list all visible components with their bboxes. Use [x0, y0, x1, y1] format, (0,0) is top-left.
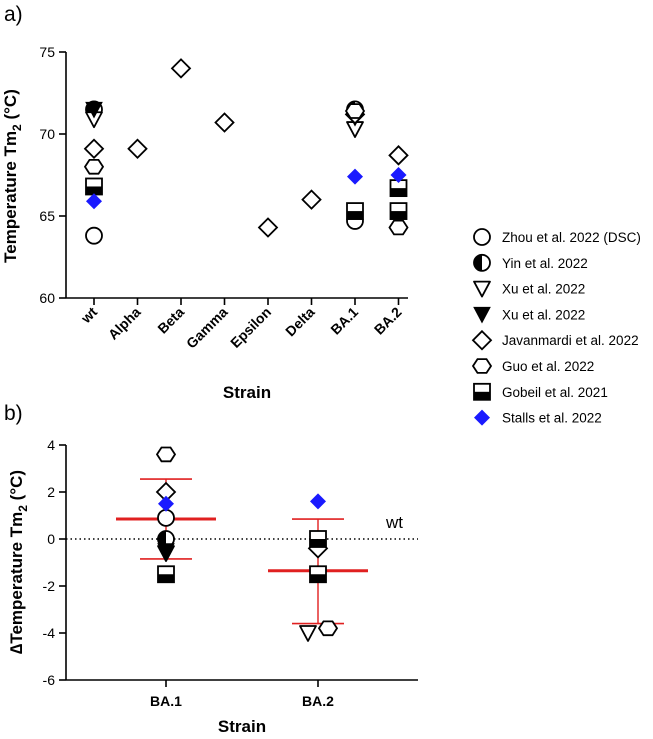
panel-b-point-xu-et-al-2022-triangle-open — [299, 625, 317, 642]
panel-a-point-guo-et-al-2022-hexagon — [344, 103, 366, 119]
panel-a-xtick-label: Epsilon — [227, 304, 274, 351]
legend-marker-triangle-open — [473, 280, 491, 298]
panel-a-point-javanmardi-et-al-2022-diamond — [301, 189, 322, 210]
panel-a-ytick-label: 65 — [39, 208, 55, 224]
legend-marker-triangle-filled — [473, 306, 491, 324]
panel-b-marks: -6 -4 -2 0 2 4 BA.1 BA.2 — [43, 437, 418, 709]
panel-a-ytick-label: 75 — [39, 44, 55, 60]
legend: Zhou et al. 2022 (DSC) Yin et al. 2022 Xu … — [471, 228, 641, 426]
panel-a-xtick-label: BA.2 — [371, 304, 405, 338]
panel-a-point-guo-et-al-2022-hexagon — [83, 159, 105, 175]
panel-b-ytick-label: 2 — [47, 484, 55, 500]
panel-a-y-title: Temperature Tm2 (°C) — [1, 89, 24, 263]
legend-label: Xu et al. 2022 — [502, 282, 585, 297]
panel-b-point-gobeil-et-al-2021-half-square — [309, 530, 327, 548]
panel-b-point-stalls-et-al-2022-diamond-blue — [310, 493, 326, 510]
panel-b-point-xu-et-al-2022-triangle-filled — [157, 543, 175, 560]
legend-label: Yin et al. 2022 — [502, 256, 588, 271]
legend-label: Zhou et al. 2022 (DSC) — [502, 230, 641, 245]
panel-b-label: b) — [4, 402, 23, 425]
legend-marker-hexagon — [471, 358, 493, 374]
panel-a-point-javanmardi-et-al-2022-diamond — [170, 58, 192, 79]
panel-a-xtick-label: Gamma — [183, 304, 231, 352]
panel-b-point-stalls-et-al-2022-diamond-blue — [158, 495, 174, 512]
panel-a-point-javanmardi-et-al-2022-diamond — [83, 138, 105, 160]
panel-b-y-title-sub: 2 — [16, 505, 30, 512]
panel-a-label: a) — [4, 3, 23, 26]
panel-a-point-gobeil-et-al-2021-half-square — [85, 177, 103, 196]
panel-b-point-guo-et-al-2022-hexagon — [155, 446, 177, 463]
legend-marker-diamond-blue — [474, 409, 490, 426]
legend-marker-half-circle — [473, 253, 491, 272]
panel-a-point-javanmardi-et-al-2022-diamond — [214, 112, 235, 133]
legend-label: Gobeil et al. 2021 — [502, 385, 608, 400]
legend-marker-half-square — [473, 382, 491, 401]
panel-a-y-title-main: Temperature Tm — [1, 131, 20, 263]
panel-b-axes — [65, 445, 418, 681]
legend-item-gobeil-et-al-2021-half-square: Gobeil et al. 2021 — [473, 382, 608, 401]
panel-a-xtick-label: Delta — [282, 304, 318, 340]
panel-a-point-javanmardi-et-al-2022-diamond — [257, 217, 279, 238]
panel-b-y-title-main: ∆Temperature Tm — [7, 512, 26, 654]
legend-item-yin-et-al-2022-half-circle: Yin et al. 2022 — [473, 253, 588, 272]
legend-item-stalls-et-al-2022-diamond-blue: Stalls et al. 2022 — [474, 409, 602, 426]
panel-a-point-stalls-et-al-2022-diamond-blue — [390, 167, 407, 183]
panel-b-ytick-label: -4 — [43, 625, 56, 641]
panel-a-point-zhou-et-al-2022-dsc-circle — [85, 226, 103, 245]
legend-label: Xu et al. 2022 — [502, 307, 585, 322]
panel-a-xtick-label: Beta — [154, 304, 187, 337]
legend-marker-circle — [473, 228, 491, 246]
panel-b-ytick-label: 0 — [47, 531, 55, 547]
legend-item-guo-et-al-2022-hexagon: Guo et al. 2022 — [471, 358, 594, 374]
panel-a-xtick-label: Alpha — [105, 304, 144, 343]
legend-label: Javanmardi et al. 2022 — [502, 333, 639, 348]
panel-a-point-guo-et-al-2022-hexagon — [388, 219, 409, 236]
panel-a-ytick-label: 70 — [39, 126, 55, 142]
panel-a-point-stalls-et-al-2022-diamond-blue — [86, 193, 102, 210]
legend-item-javanmardi-et-al-2022-diamond: Javanmardi et al. 2022 — [471, 329, 639, 351]
panel-a-point-stalls-et-al-2022-diamond-blue — [347, 168, 363, 185]
summary-bars — [116, 478, 368, 625]
legend-item-zhou-et-al-2022-dsc-circle: Zhou et al. 2022 (DSC) — [473, 228, 641, 246]
panel-b-point-guo-et-al-2022-hexagon — [317, 620, 339, 637]
panel-b-ytick-label: -2 — [43, 578, 56, 594]
legend-label: Stalls et al. 2022 — [502, 411, 602, 426]
panel-b-y-title-unit: (°C) — [7, 470, 26, 505]
panel-b-ytick-label: -6 — [43, 672, 56, 688]
panel-a-point-javanmardi-et-al-2022-diamond — [127, 138, 148, 160]
panel-a-y-title-unit: (°C) — [1, 89, 20, 124]
panel-a-xtick-label: wt — [77, 304, 100, 327]
panel-a-point-gobeil-et-al-2021-half-square — [346, 202, 364, 220]
panel-a-ytick-label: 60 — [39, 290, 55, 306]
legend-item-xu-et-al-2022-triangle-filled: Xu et al. 2022 — [473, 306, 585, 324]
panel-a-y-title-sub: 2 — [10, 124, 24, 131]
panel-a-x-title: Strain — [223, 383, 271, 402]
panel-b-ytick-label: 4 — [47, 437, 55, 453]
panel-b-xtick-label: BA.1 — [150, 693, 182, 709]
panel-a-xtick-label: BA.1 — [327, 304, 361, 338]
panel-a-point-javanmardi-et-al-2022-diamond — [388, 145, 409, 166]
panel-a-point-gobeil-et-al-2021-half-square — [389, 202, 408, 220]
panel-b-y-title: ∆Temperature Tm2 (°C) — [7, 470, 30, 654]
panel-b-point-zhou-et-al-2022-dsc-circle — [157, 508, 175, 527]
panel-b-x-title: Strain — [218, 717, 266, 736]
legend-label: Guo et al. 2022 — [502, 359, 594, 374]
wt-reference-label: wt — [385, 513, 403, 532]
legend-marker-diamond — [471, 329, 493, 351]
panel-b-xtick-label: BA.2 — [302, 693, 334, 709]
legend-item-xu-et-al-2022-triangle-open: Xu et al. 2022 — [473, 280, 585, 298]
panel-a-axes — [65, 52, 408, 299]
panel-b-point-gobeil-et-al-2021-half-square — [309, 565, 327, 584]
panel-a-point-xu-et-al-2022-triangle-filled — [85, 101, 103, 119]
panel-b-point-gobeil-et-al-2021-half-square — [157, 565, 175, 584]
